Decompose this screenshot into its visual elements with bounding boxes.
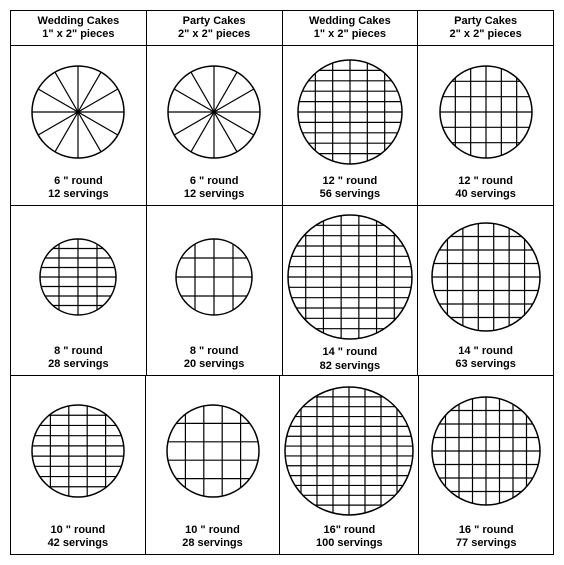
cake-size-label: 16" round [316, 524, 383, 537]
cake-caption: 14 " round63 servings [455, 345, 516, 371]
header-subtitle: 2" x 2" pieces [149, 28, 280, 41]
cake-cell: 14 " round82 servings [283, 206, 419, 375]
cake-grid-diagram [285, 52, 416, 171]
cake-grid-diagram [13, 382, 143, 520]
cake-radial-diagram [149, 52, 280, 171]
cake-size-label: 6 " round [184, 175, 245, 188]
cake-servings-label: 12 servings [184, 188, 245, 201]
cake-caption: 16 " round77 servings [456, 524, 517, 550]
cake-serving-chart: Wedding Cakes 1" x 2" pieces Party Cakes… [10, 10, 554, 555]
cake-size-label: 10 " round [48, 524, 109, 537]
cake-grid-diagram [13, 212, 144, 341]
header-cell: Wedding Cakes 1" x 2" pieces [11, 11, 147, 45]
cake-size-label: 6 " round [48, 175, 109, 188]
grid-row: 10 " round42 servings 10 " round28 servi… [11, 376, 553, 554]
cake-caption: 12 " round56 servings [320, 175, 381, 201]
cake-caption: 14 " round82 servings [320, 346, 381, 372]
cake-servings-label: 28 servings [48, 358, 109, 371]
header-cell: Wedding Cakes 1" x 2" pieces [283, 11, 419, 45]
cake-size-label: 16 " round [456, 524, 517, 537]
cake-size-label: 8 " round [48, 345, 109, 358]
cake-size-label: 12 " round [320, 175, 381, 188]
grid-row: 6 " round12 servings 6 " round12 serving… [11, 46, 553, 206]
cake-servings-label: 40 servings [455, 188, 516, 201]
cake-cell: 12 " round56 servings [283, 46, 419, 205]
header-title: Party Cakes [420, 15, 551, 28]
header-title: Wedding Cakes [285, 15, 416, 28]
cake-size-label: 12 " round [455, 175, 516, 188]
cake-servings-label: 82 servings [320, 360, 381, 373]
cake-caption: 10 " round28 servings [182, 524, 243, 550]
cake-cell: 10 " round28 servings [146, 376, 281, 554]
cake-servings-label: 100 servings [316, 537, 383, 550]
cake-cell: 6 " round12 servings [11, 46, 147, 205]
cake-size-label: 8 " round [184, 345, 245, 358]
cake-cell: 6 " round12 servings [147, 46, 283, 205]
cake-caption: 6 " round12 servings [184, 175, 245, 201]
header-title: Wedding Cakes [13, 15, 144, 28]
grid-body: 6 " round12 servings 6 " round12 serving… [11, 46, 553, 554]
header-title: Party Cakes [149, 15, 280, 28]
cake-grid-diagram [285, 212, 416, 342]
header-row: Wedding Cakes 1" x 2" pieces Party Cakes… [11, 11, 553, 46]
cake-servings-label: 56 servings [320, 188, 381, 201]
cake-size-label: 10 " round [182, 524, 243, 537]
cake-caption: 16" round100 servings [316, 524, 383, 550]
cake-grid-diagram [420, 212, 551, 341]
cake-servings-label: 63 servings [455, 358, 516, 371]
header-subtitle: 1" x 2" pieces [285, 28, 416, 41]
cake-cell: 16" round100 servings [280, 376, 419, 554]
header-subtitle: 1" x 2" pieces [13, 28, 144, 41]
cake-size-label: 14 " round [455, 345, 516, 358]
cake-servings-label: 42 servings [48, 537, 109, 550]
header-cell: Party Cakes 2" x 2" pieces [147, 11, 283, 45]
cake-cell: 8 " round20 servings [147, 206, 283, 375]
cake-grid-diagram [420, 52, 551, 171]
cake-grid-diagram [421, 382, 551, 520]
cake-caption: 12 " round40 servings [455, 175, 516, 201]
cake-caption: 10 " round42 servings [48, 524, 109, 550]
cake-cell: 16 " round77 servings [419, 376, 553, 554]
cake-cell: 8 " round28 servings [11, 206, 147, 375]
cake-radial-diagram [13, 52, 144, 171]
cake-caption: 8 " round28 servings [48, 345, 109, 371]
cake-cell: 12 " round40 servings [418, 46, 553, 205]
cake-grid-diagram [148, 382, 278, 520]
cake-caption: 8 " round20 servings [184, 345, 245, 371]
cake-servings-label: 28 servings [182, 537, 243, 550]
cake-caption: 6 " round12 servings [48, 175, 109, 201]
cake-cell: 14 " round63 servings [418, 206, 553, 375]
cake-size-label: 14 " round [320, 346, 381, 359]
cake-grid-diagram [149, 212, 280, 341]
cake-servings-label: 77 servings [456, 537, 517, 550]
cake-servings-label: 12 servings [48, 188, 109, 201]
grid-row: 8 " round28 servings 8 " round20 serving… [11, 206, 553, 376]
header-subtitle: 2" x 2" pieces [420, 28, 551, 41]
cake-grid-diagram [282, 382, 416, 520]
header-cell: Party Cakes 2" x 2" pieces [418, 11, 553, 45]
cake-cell: 10 " round42 servings [11, 376, 146, 554]
cake-servings-label: 20 servings [184, 358, 245, 371]
